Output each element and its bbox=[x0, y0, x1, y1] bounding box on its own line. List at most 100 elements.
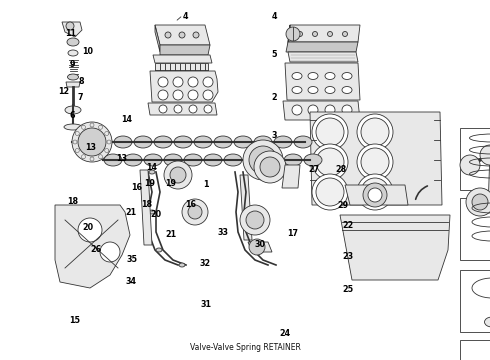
Text: 25: 25 bbox=[343, 285, 353, 294]
Ellipse shape bbox=[224, 154, 242, 166]
Polygon shape bbox=[190, 63, 195, 71]
Circle shape bbox=[357, 174, 393, 210]
Circle shape bbox=[107, 140, 111, 144]
Polygon shape bbox=[160, 45, 210, 55]
Circle shape bbox=[480, 145, 490, 165]
Circle shape bbox=[98, 155, 102, 159]
Circle shape bbox=[325, 105, 335, 115]
Circle shape bbox=[254, 151, 286, 183]
Circle shape bbox=[78, 218, 102, 242]
Text: 20: 20 bbox=[150, 210, 161, 219]
Polygon shape bbox=[205, 63, 208, 71]
Circle shape bbox=[243, 140, 283, 180]
Text: 29: 29 bbox=[338, 201, 348, 210]
Circle shape bbox=[75, 131, 79, 135]
Text: 1: 1 bbox=[203, 180, 209, 189]
Ellipse shape bbox=[74, 136, 92, 148]
Text: 7: 7 bbox=[77, 93, 83, 102]
Circle shape bbox=[66, 22, 74, 30]
Circle shape bbox=[188, 205, 202, 219]
Circle shape bbox=[170, 167, 186, 183]
Polygon shape bbox=[155, 63, 160, 71]
Text: 20: 20 bbox=[83, 223, 94, 233]
Ellipse shape bbox=[308, 86, 318, 94]
Circle shape bbox=[363, 183, 387, 207]
Polygon shape bbox=[288, 52, 358, 62]
Text: 4: 4 bbox=[182, 12, 188, 22]
Circle shape bbox=[90, 123, 94, 127]
Circle shape bbox=[260, 157, 280, 177]
Ellipse shape bbox=[124, 154, 142, 166]
Polygon shape bbox=[155, 25, 160, 52]
Text: 19: 19 bbox=[144, 179, 155, 188]
Text: 13: 13 bbox=[85, 143, 96, 152]
Circle shape bbox=[173, 77, 183, 87]
Circle shape bbox=[286, 27, 300, 41]
Text: 14: 14 bbox=[147, 163, 157, 172]
Text: 19: 19 bbox=[165, 179, 176, 188]
Polygon shape bbox=[140, 170, 152, 245]
Ellipse shape bbox=[308, 72, 318, 80]
Polygon shape bbox=[170, 63, 175, 71]
Text: 13: 13 bbox=[116, 154, 127, 163]
Circle shape bbox=[472, 194, 488, 210]
Circle shape bbox=[73, 140, 77, 144]
Text: 11: 11 bbox=[66, 29, 76, 37]
Text: 2: 2 bbox=[271, 93, 277, 102]
Ellipse shape bbox=[194, 136, 212, 148]
Circle shape bbox=[203, 90, 213, 100]
Circle shape bbox=[357, 144, 393, 180]
Text: 22: 22 bbox=[343, 220, 353, 230]
Ellipse shape bbox=[244, 154, 262, 166]
Text: 16: 16 bbox=[131, 184, 142, 192]
Text: 24: 24 bbox=[280, 328, 291, 338]
Circle shape bbox=[159, 105, 167, 113]
Circle shape bbox=[193, 32, 199, 38]
Text: 33: 33 bbox=[218, 229, 228, 238]
Ellipse shape bbox=[342, 72, 352, 80]
Circle shape bbox=[327, 31, 333, 36]
Circle shape bbox=[90, 157, 94, 161]
FancyBboxPatch shape bbox=[460, 340, 490, 360]
Circle shape bbox=[312, 144, 348, 180]
Circle shape bbox=[313, 31, 318, 36]
Circle shape bbox=[165, 32, 171, 38]
FancyBboxPatch shape bbox=[460, 270, 490, 332]
Polygon shape bbox=[288, 25, 290, 48]
Circle shape bbox=[240, 205, 270, 235]
Circle shape bbox=[246, 211, 264, 229]
Text: 32: 32 bbox=[199, 259, 210, 268]
Circle shape bbox=[203, 77, 213, 87]
Circle shape bbox=[72, 122, 112, 162]
Polygon shape bbox=[175, 63, 180, 71]
Circle shape bbox=[100, 242, 120, 262]
Polygon shape bbox=[62, 22, 82, 37]
Text: 18: 18 bbox=[142, 200, 152, 209]
Ellipse shape bbox=[342, 86, 352, 94]
Circle shape bbox=[188, 90, 198, 100]
Text: 21: 21 bbox=[126, 208, 137, 217]
Circle shape bbox=[164, 161, 192, 189]
Text: 34: 34 bbox=[126, 277, 137, 286]
Circle shape bbox=[357, 114, 393, 150]
Circle shape bbox=[460, 155, 480, 175]
Text: 10: 10 bbox=[82, 47, 93, 56]
Ellipse shape bbox=[134, 136, 152, 148]
Text: 3: 3 bbox=[271, 131, 277, 140]
Ellipse shape bbox=[104, 154, 122, 166]
Text: 6: 6 bbox=[70, 111, 75, 120]
Text: 14: 14 bbox=[121, 115, 132, 124]
Text: 30: 30 bbox=[254, 240, 265, 248]
Polygon shape bbox=[248, 242, 272, 252]
Text: 35: 35 bbox=[127, 256, 138, 264]
Polygon shape bbox=[240, 175, 252, 240]
Circle shape bbox=[204, 105, 212, 113]
Circle shape bbox=[361, 178, 389, 206]
Circle shape bbox=[466, 188, 490, 216]
Ellipse shape bbox=[164, 154, 182, 166]
Ellipse shape bbox=[214, 136, 232, 148]
Ellipse shape bbox=[149, 210, 155, 214]
Ellipse shape bbox=[64, 124, 82, 130]
Polygon shape bbox=[200, 63, 205, 71]
Polygon shape bbox=[488, 150, 490, 210]
